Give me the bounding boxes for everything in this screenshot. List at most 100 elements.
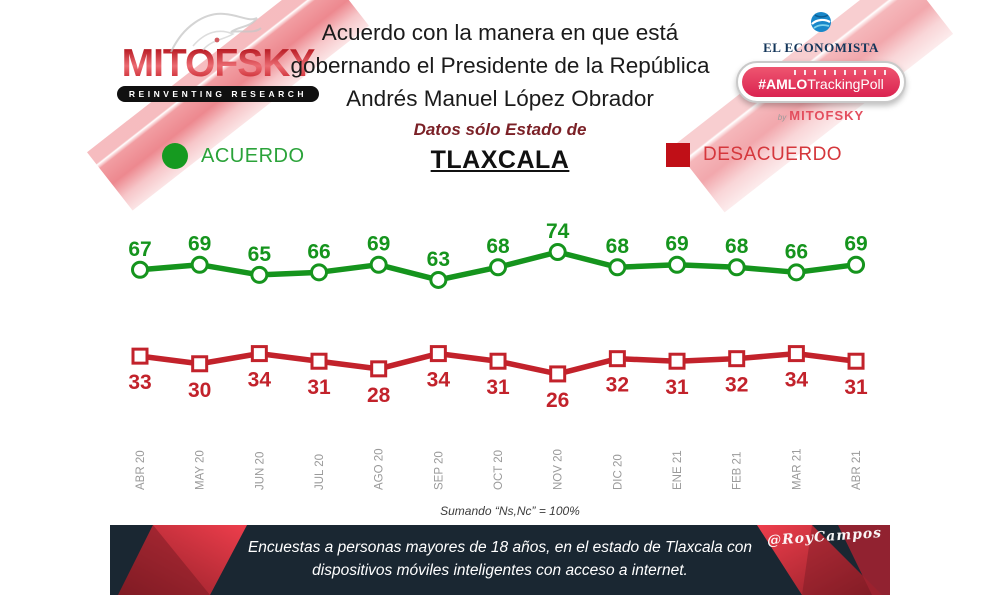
disagree-marker: [489, 352, 507, 370]
acuerdo-swatch-circle-icon: [162, 143, 188, 169]
byline: by MITOFSKY: [733, 108, 909, 123]
methodology-line-1: Encuestas a personas mayores de 18 años,…: [247, 539, 753, 556]
lion-sketch-icon: [170, 12, 262, 53]
agree-marker: [847, 255, 866, 274]
disagree-value-label: 34: [785, 369, 809, 392]
agree-value-label: 69: [188, 233, 211, 256]
disagree-marker: [847, 352, 865, 370]
thermometer-ticks-icon: [794, 70, 886, 75]
x-axis-tick-label: JUL 20: [314, 454, 326, 490]
legend-item-acuerdo: ACUERDO: [162, 143, 305, 169]
agree-value-label: 69: [367, 233, 390, 256]
agree-marker: [727, 258, 746, 277]
disagree-value-label: 31: [665, 376, 689, 399]
desacuerdo-swatch-square-icon: [666, 143, 690, 167]
agree-marker: [608, 258, 627, 277]
x-axis-tick-label: ABR 20: [135, 450, 147, 490]
agree-value-label: 74: [546, 220, 570, 243]
disagree-marker: [310, 352, 328, 370]
disagree-marker: [787, 345, 805, 363]
trackingpoll-label: #AMLOTrackingPoll: [758, 76, 884, 92]
agree-value-label: 67: [128, 238, 151, 261]
agree-marker: [369, 255, 388, 274]
agree-value-label: 65: [248, 243, 272, 266]
x-axis-tick-label: NOV 20: [553, 449, 565, 490]
disagree-value-label: 34: [248, 369, 272, 392]
x-axis-tick-label: JUN 20: [254, 452, 266, 490]
trackingpoll-word: TrackingPoll: [807, 75, 884, 92]
agree-value-label: 68: [606, 235, 630, 258]
disagree-value-label: 32: [725, 374, 748, 397]
x-axis-tick-label: MAY 20: [195, 450, 207, 490]
x-axis-tick-label: SEP 20: [433, 451, 445, 490]
x-axis-tick-label: OCT 20: [493, 450, 505, 490]
x-axis-tick-label: AGO 20: [374, 448, 386, 490]
agree-marker: [131, 260, 149, 279]
agree-value-label: 66: [785, 240, 808, 263]
agree-marker: [787, 263, 806, 282]
page-title-line-1: Acuerdo con la manera en que está: [321, 20, 679, 45]
disagree-value-label: 34: [427, 369, 451, 392]
agree-marker: [668, 255, 687, 274]
agree-marker: [310, 263, 329, 282]
disagree-value-label: 33: [128, 371, 151, 394]
methodology-line-2: dispositivos móviles inteligentes con ac…: [312, 562, 688, 579]
disagree-marker: [608, 350, 626, 368]
by-label: by: [777, 113, 787, 122]
agree-marker: [250, 265, 269, 284]
x-axis-tick-label: DIC 20: [612, 454, 624, 490]
page-title-line-2: gobernando el Presidente de la República: [290, 53, 710, 78]
disagree-marker: [549, 365, 567, 383]
agree-value-label: 63: [427, 248, 450, 271]
footer-red-chevrons-icon: [118, 525, 890, 595]
agree-value-label: 68: [486, 235, 510, 258]
agree-value-label: 69: [665, 233, 688, 256]
methodology-note: Encuestas a personas mayores de 18 años,…: [110, 525, 890, 582]
disagree-value-label: 31: [307, 376, 331, 399]
agree-marker: [548, 243, 567, 261]
disagree-marker: [728, 350, 746, 368]
amlo-trackingpoll-badge: EL ECONOMISTA #AMLOTrackingPoll by MITOFS…: [733, 10, 909, 123]
disagree-marker: [191, 355, 209, 373]
page-title-line-3: Andrés Manuel López Obrador: [346, 86, 654, 111]
x-axis-tick-label: MAR 21: [791, 448, 803, 490]
publisher-name: EL ECONOMISTA: [763, 40, 879, 55]
disagree-value-label: 26: [546, 389, 569, 412]
disagree-value-label: 32: [606, 374, 629, 397]
subtitle-state-note: Datos sólo Estado de: [413, 120, 587, 139]
agree-marker: [489, 258, 508, 277]
agree-value-label: 68: [725, 235, 749, 258]
x-axis-tick-label: ABR 21: [851, 450, 863, 490]
title-block: Acuerdo con la manera en que está gobern…: [280, 16, 720, 175]
trackingpoll-pill-fill: #AMLOTrackingPoll: [742, 67, 900, 97]
disagree-marker: [370, 360, 388, 378]
globe-icon: [811, 12, 831, 32]
legend-item-desacuerdo: DESACUERDO: [666, 143, 842, 167]
hashtag-amlo: #AMLO: [758, 75, 808, 92]
disagree-marker: [668, 352, 686, 370]
disagree-value-label: 28: [367, 384, 391, 407]
agree-marker: [190, 255, 209, 274]
footer-bar: Encuestas a personas mayores de 18 años,…: [110, 525, 890, 595]
disagree-value-label: 31: [844, 376, 868, 399]
disagree-value-label: 30: [188, 379, 211, 402]
agree-marker: [429, 270, 448, 289]
disagree-marker: [429, 345, 447, 363]
agree-value-label: 69: [844, 233, 867, 256]
mitofsky-tagline: REINVENTING RESEARCH: [116, 86, 320, 102]
sketch-red-dot: [214, 37, 220, 43]
desacuerdo-legend-label: DESACUERDO: [703, 144, 843, 165]
disagree-value-label: 31: [486, 376, 510, 399]
trackingpoll-pill: #AMLOTrackingPoll: [736, 61, 906, 103]
x-axis-tick-label: FEB 21: [732, 452, 744, 490]
agree-value-label: 66: [307, 240, 330, 263]
by-mitofsky: MITOFSKY: [789, 108, 865, 123]
mitofsky-wordmark: MITOFSKY: [108, 44, 328, 84]
acuerdo-legend-label: ACUERDO: [201, 144, 305, 167]
x-axis-tick-label: ENE 21: [672, 450, 684, 490]
footnote-ns-nc: Sumando “Ns,Nc” = 100%: [440, 504, 580, 518]
disagree-marker: [131, 347, 149, 365]
mitofsky-logo: MITOFSKY REINVENTING RESEARCH: [108, 6, 328, 102]
